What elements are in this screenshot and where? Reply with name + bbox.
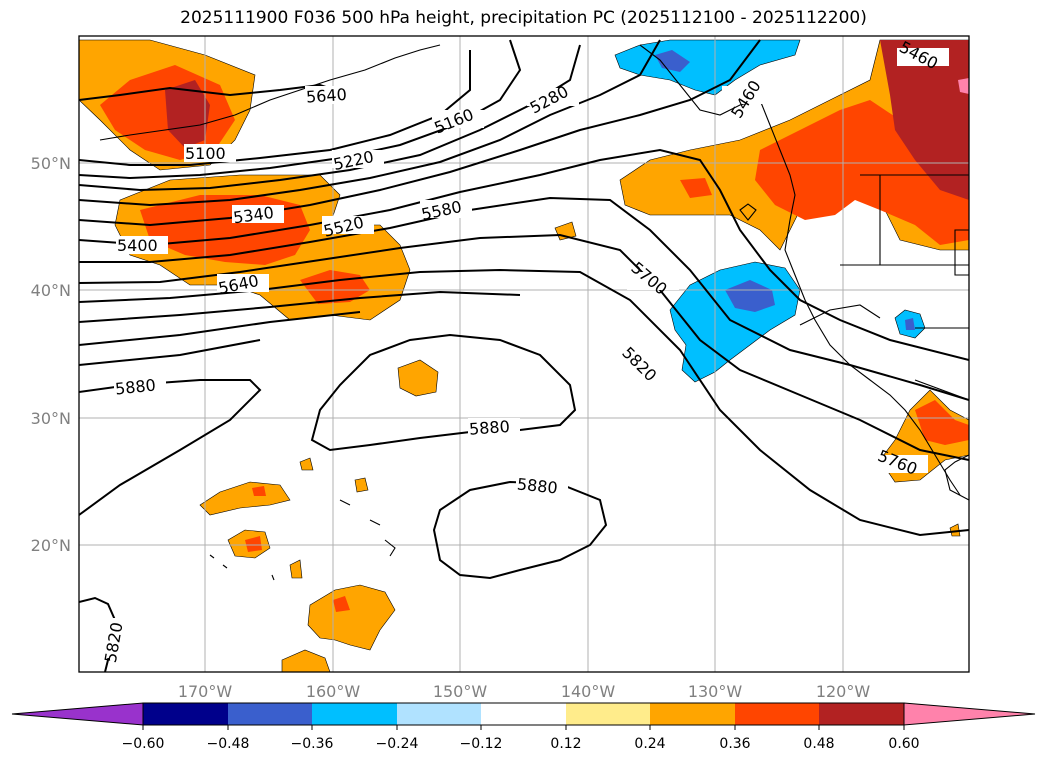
colorbar-tick-label: 0.48 — [803, 736, 834, 752]
colorbar-tick-label: −0.48 — [207, 736, 250, 752]
colorbar-tick-label: −0.60 — [122, 736, 165, 752]
colorbar-tick-label: 0.60 — [888, 736, 919, 752]
contour-label: 5880 — [516, 474, 558, 497]
precip-fill-pink — [958, 78, 969, 94]
lon-tick-label: 140°W — [561, 682, 616, 701]
contour-label: 5160 — [431, 105, 476, 138]
colorbar: −0.60 −0.48 −0.36 −0.24 −0.12 0.12 0.24 … — [11, 702, 1036, 752]
colorbar-tick-label: 0.24 — [634, 736, 665, 752]
colorbar-segment — [143, 703, 228, 725]
colorbar-segment — [650, 703, 735, 725]
lon-tick-label: 120°W — [816, 682, 871, 701]
colorbar-segment — [228, 703, 312, 725]
contour-label: 5880 — [468, 417, 510, 439]
contour-label: 5880 — [114, 375, 156, 398]
lon-tick-label: 170°W — [178, 682, 233, 701]
colorbar-tick-label: 0.36 — [719, 736, 750, 752]
colorbar-segment — [735, 703, 819, 725]
height-contours — [79, 39, 969, 672]
precip-fill-darkred — [165, 40, 969, 200]
colorbar-tick-label: −0.24 — [376, 736, 419, 752]
lon-tick-label: 150°W — [433, 682, 488, 701]
contour-label: 5640 — [305, 85, 347, 107]
coastlines — [99, 44, 969, 581]
colorbar-segment — [903, 702, 1036, 726]
colorbar-segment — [566, 703, 650, 725]
precip-fill-blue — [655, 50, 915, 330]
colorbar-segment — [481, 703, 566, 725]
colorbar-outline — [142, 702, 905, 726]
colorbar-segment — [819, 703, 904, 725]
colorbar-segment — [312, 703, 397, 725]
colorbar-segment — [11, 702, 144, 726]
colorbar-tick-label: −0.36 — [291, 736, 334, 752]
lat-tick-label: 20°N — [31, 536, 71, 555]
lat-tick-label: 50°N — [31, 154, 71, 173]
lon-tick-label: 130°W — [688, 682, 743, 701]
lat-tick-label: 30°N — [31, 409, 71, 428]
contour-label: 5400 — [117, 236, 158, 255]
contour-label: 5280 — [527, 82, 572, 118]
lon-tick-label: 160°W — [306, 682, 361, 701]
colorbar-segment — [397, 703, 481, 725]
contour-label: 5100 — [185, 144, 226, 163]
colorbar-tick-label: 0.12 — [550, 736, 581, 752]
map-area: 5640 5100 5340 5400 5640 5520 5220 5160 … — [79, 36, 969, 672]
colorbar-tick-label: −0.12 — [460, 736, 503, 752]
map-title: 2025111900 F036 500 hPa height, precipit… — [180, 8, 867, 28]
lat-tick-label: 40°N — [31, 281, 71, 300]
lon-axis: 170°W 160°W 150°W 140°W 130°W 120°W — [178, 682, 871, 701]
map-frame — [78, 35, 970, 673]
graticule — [79, 36, 969, 672]
lat-axis: 50°N 40°N 30°N 20°N — [31, 154, 71, 555]
